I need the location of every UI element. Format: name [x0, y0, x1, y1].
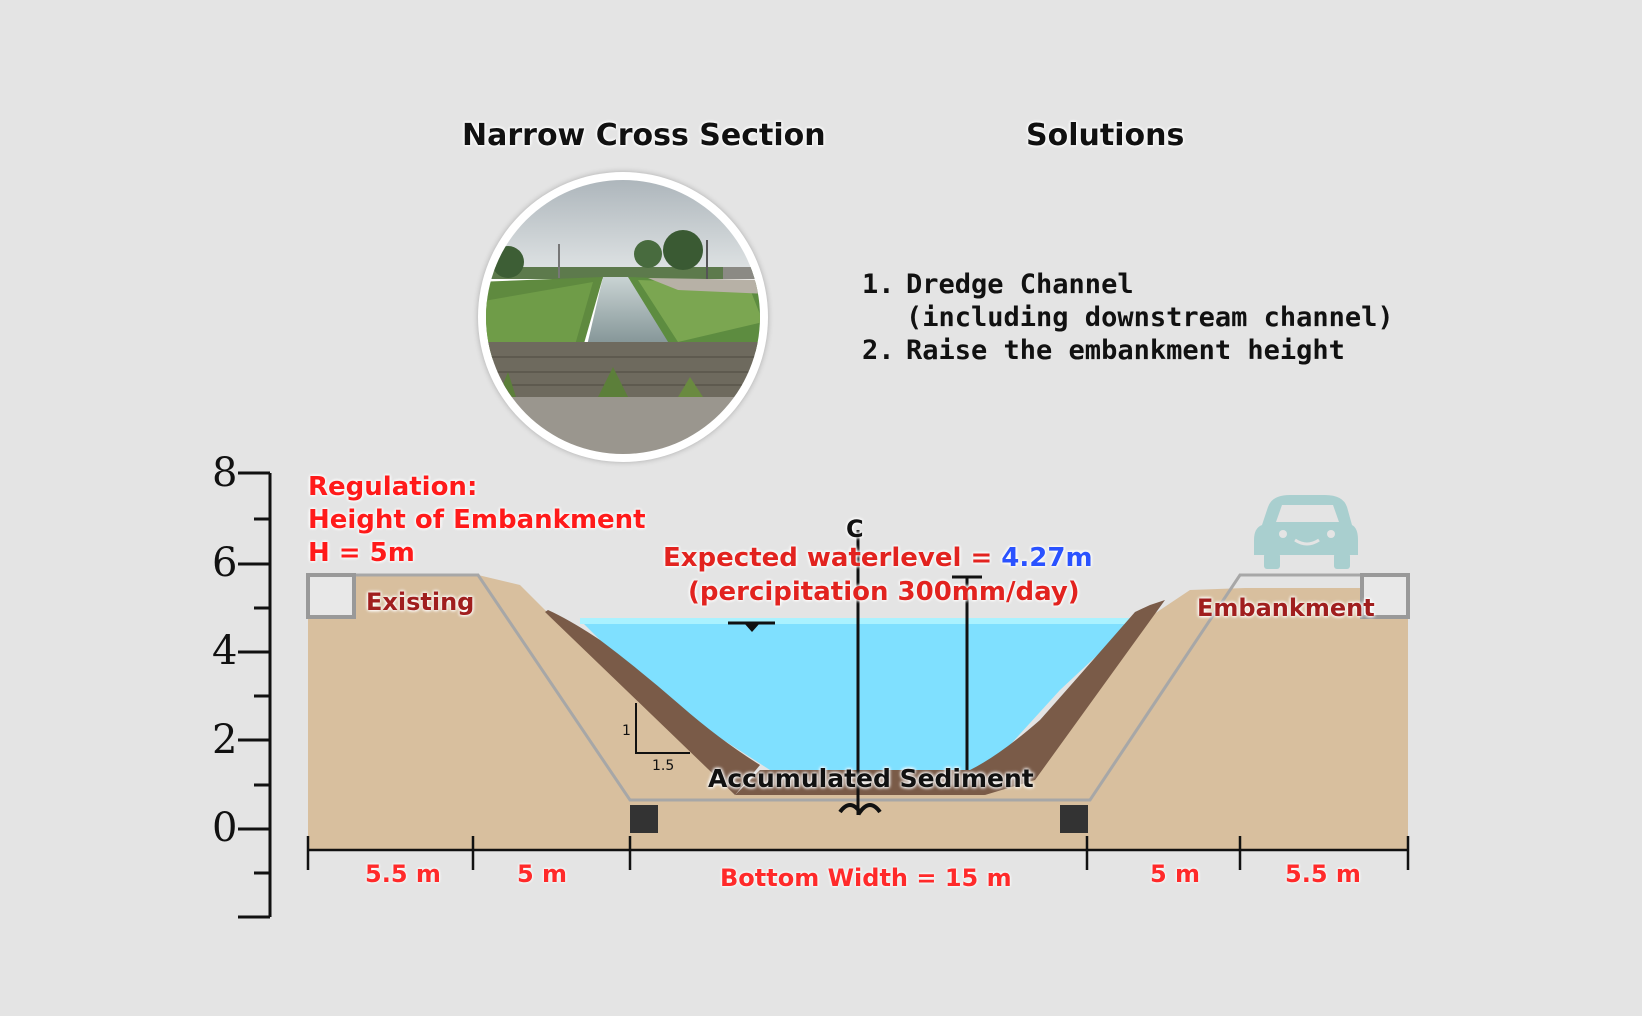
axis-tick-label: 6: [212, 540, 238, 586]
canal-photo: [478, 172, 768, 462]
sediment-bottom: [735, 770, 985, 795]
car-icon: [1254, 495, 1358, 569]
toe-stone-right: [1060, 805, 1088, 833]
dimension-line: [306, 836, 1410, 870]
sediment-left: [545, 610, 760, 795]
water-level-gauge: [952, 575, 982, 770]
regulation-heading: Regulation:: [308, 472, 478, 502]
dimension-left-slope: 5 m: [517, 860, 568, 888]
embankment-block-left: [306, 573, 356, 619]
dimension-left-crest: 5.5 m: [365, 860, 441, 888]
dimension-right-slope: 5 m: [1150, 860, 1201, 888]
precipitation-label: (percipitation 300mm/day): [688, 577, 1080, 607]
regulation-height: H = 5m: [308, 538, 415, 568]
solution-number: 1.: [862, 269, 895, 300]
solution-number: 2.: [862, 335, 895, 366]
existing-channel-outline: [308, 573, 1395, 802]
dimension-right-crest: 5.5 m: [1285, 860, 1361, 888]
existing-label: Existing: [366, 588, 475, 616]
solution-item-2: 2. Raise the embankment height: [862, 334, 1394, 367]
axis-tick-label: 0: [212, 805, 238, 851]
water-level-value: 4.27m: [1001, 543, 1093, 573]
solution-item-1: 1. Dredge Channel: [862, 268, 1394, 301]
regulation-description: Height of Embankment: [308, 505, 646, 535]
solutions-list: 1. Dredge Channel (including downstream c…: [862, 268, 1394, 367]
vertical-axis: [238, 471, 272, 919]
axis-tick-label: 2: [212, 717, 238, 763]
slope-indicator: [635, 703, 690, 754]
axis-tick-label: 4: [212, 628, 238, 674]
slope-vertical-label: 1: [622, 723, 631, 739]
solution-text-continued: (including downstream channel): [906, 302, 1394, 333]
embankment-label: Embankment: [1197, 594, 1375, 622]
slope-horizontal-label: 1.5: [652, 758, 674, 774]
water-level-prefix: Expected waterlevel =: [663, 543, 1002, 573]
title-solutions: Solutions: [1026, 118, 1185, 153]
toe-stone-left: [630, 805, 658, 833]
water-level-label: Expected waterlevel = 4.27m: [663, 543, 1093, 573]
channel-bottom-symbol: [838, 803, 882, 816]
dimension-bottom-width: Bottom Width = 15 m: [720, 864, 1012, 892]
title-narrow-cross-section: Narrow Cross Section: [462, 118, 826, 153]
solution-text: Dredge Channel: [906, 269, 1134, 300]
water-level-marker: [728, 621, 775, 632]
centerline-label: C: [846, 515, 864, 543]
sediment-right: [970, 600, 1165, 795]
solution-text: Raise the embankment height: [906, 335, 1345, 366]
sediment-label: Accumulated Sediment: [708, 764, 1034, 793]
embankment-block-right: [1360, 573, 1410, 619]
axis-tick-label: 8: [212, 450, 238, 496]
